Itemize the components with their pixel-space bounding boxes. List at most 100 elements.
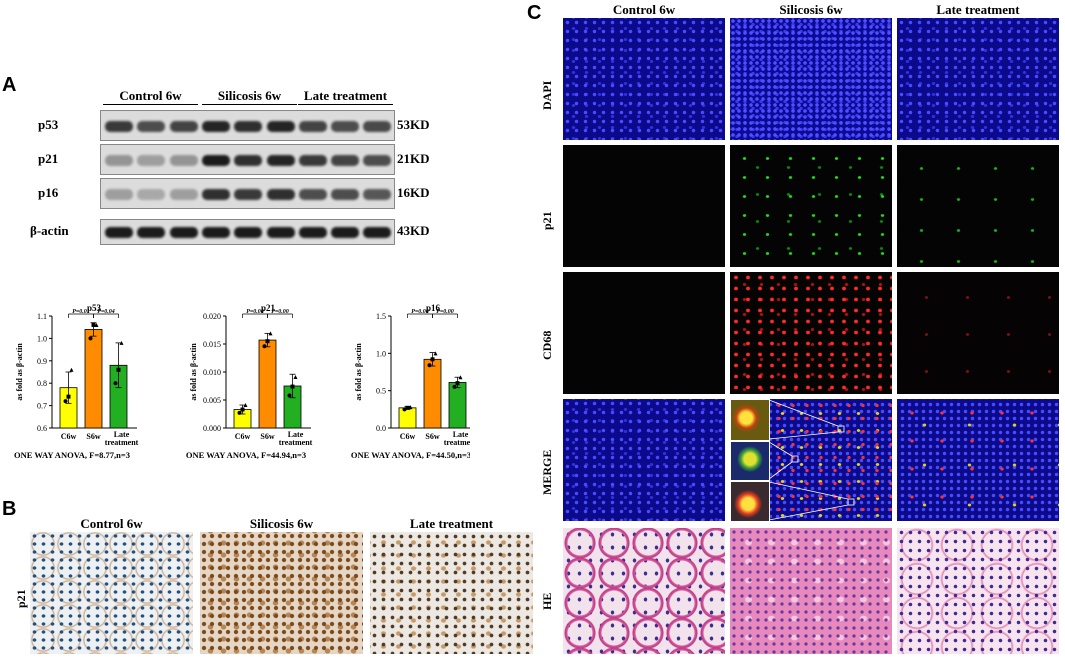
wb-band (298, 120, 327, 132)
wb-row-1 (100, 144, 395, 175)
wb-band (363, 120, 392, 132)
data-point (116, 367, 121, 372)
x-tick-label: treatment (105, 438, 139, 447)
ihc-col-silicosis: Silicosis 6w (249, 516, 314, 531)
he-late (897, 528, 1059, 654)
panel-label-a: A (2, 74, 17, 96)
y-tick-label: 1.0 (376, 349, 386, 358)
comparison-p-value: P=0.00 (246, 309, 264, 315)
chart-title: p53 (87, 303, 102, 313)
comparison-p-value: P=0.00 (271, 309, 289, 315)
wb-band (105, 120, 133, 132)
chart-title: p21 (261, 303, 276, 313)
bar-charts: 0.6 0.7 0.8 0.9 1.0 1.1 p53 as fold as β-actin C… (14, 303, 470, 460)
x-tick-label: C6w (61, 432, 77, 441)
wb-protein-label: p16 (38, 184, 59, 200)
y-tick-label: 0.5 (376, 387, 386, 396)
wb-band (201, 188, 230, 200)
wb-band (234, 227, 263, 238)
y-tick-label: 0.0 (376, 424, 386, 433)
if-p21-control (563, 145, 725, 267)
wb-band (363, 154, 392, 166)
wb-band (169, 188, 198, 200)
y-tick-label: 1.1 (37, 312, 47, 321)
comparison-p-value: P=0.04 (97, 309, 115, 315)
wb-protein-label: p53 (38, 116, 59, 132)
merge-inset-1 (730, 399, 770, 441)
data-point (290, 384, 295, 389)
data-point (433, 351, 438, 356)
wb-band (234, 154, 263, 166)
if-col-control: Control 6w (612, 2, 676, 17)
data-point (287, 393, 292, 398)
ihc-image-late (370, 532, 533, 654)
x-tick-label: Late (453, 430, 469, 439)
if-merge-control (563, 399, 725, 521)
y-tick-label: 0.005 (203, 396, 221, 405)
ihc-image-silicosis (200, 532, 363, 654)
he-silicosis (730, 528, 892, 654)
y-tick-label: 0.6 (37, 424, 47, 433)
y-tick-label: 0.015 (203, 340, 221, 349)
x-tick-label: C6w (400, 432, 416, 441)
he-control (563, 528, 725, 654)
anova-footnote: ONE WAY ANOVA, F=44.94,n=3 (186, 450, 306, 460)
wb-band (234, 188, 263, 200)
wb-row-3 (100, 219, 395, 245)
x-tick-label: treatment (444, 438, 470, 447)
data-point (262, 344, 267, 349)
if-row-dapi: DAPI (540, 80, 554, 110)
bar (258, 339, 277, 429)
wb-band (169, 154, 198, 166)
wb-band (201, 120, 230, 132)
merge-inset-3 (730, 481, 770, 521)
wb-band (331, 227, 360, 238)
data-point (66, 394, 71, 399)
if-cd68-late (897, 272, 1059, 394)
if-row-cd68: CD68 (540, 330, 554, 360)
wb-size-label: 53KD (397, 116, 430, 132)
wb-band (298, 154, 327, 166)
wb-group-silicosis-line (202, 104, 297, 105)
x-tick-label: Late (114, 430, 130, 439)
if-dapi-silicosis (730, 18, 892, 140)
if-row-p21: p21 (540, 211, 554, 230)
ihc-image-control (30, 532, 193, 654)
wb-band (266, 227, 295, 238)
bar (398, 407, 417, 429)
wb-band (298, 188, 327, 200)
if-p21-late (897, 145, 1059, 267)
data-point (69, 367, 74, 372)
y-tick-label: 0.8 (37, 379, 47, 388)
data-point (452, 384, 457, 389)
x-tick-label: S6w (260, 432, 274, 441)
wb-row-2 (100, 178, 395, 209)
ihc-col-late: Late treatment (409, 516, 494, 531)
data-point (237, 410, 242, 415)
data-point (430, 357, 435, 362)
wb-band (201, 154, 230, 166)
if-row-he: HE (540, 592, 554, 610)
x-tick-label: Late (288, 430, 304, 439)
wb-band (234, 120, 263, 132)
wb-band (363, 227, 392, 238)
data-point (408, 405, 413, 410)
wb-band (266, 120, 295, 132)
y-tick-label: 1.0 (37, 334, 47, 343)
data-point (293, 375, 298, 380)
wb-band (331, 120, 360, 132)
data-point (243, 403, 248, 408)
data-point (240, 407, 245, 412)
wb-group-silicosis: Silicosis 6w (217, 88, 282, 103)
y-axis-label: as fold as β-actin (15, 343, 24, 401)
chart-title: p16 (426, 303, 441, 313)
if-cd68-control (563, 272, 725, 394)
x-tick-label: S6w (86, 432, 100, 441)
wb-group-late: Late treatment (303, 88, 388, 103)
data-point (458, 375, 463, 380)
y-tick-label: 0.000 (203, 424, 221, 433)
wb-band (137, 120, 166, 132)
wb-band (105, 227, 133, 238)
data-point (94, 322, 99, 327)
ihc-col-control: Control 6w (80, 516, 143, 531)
